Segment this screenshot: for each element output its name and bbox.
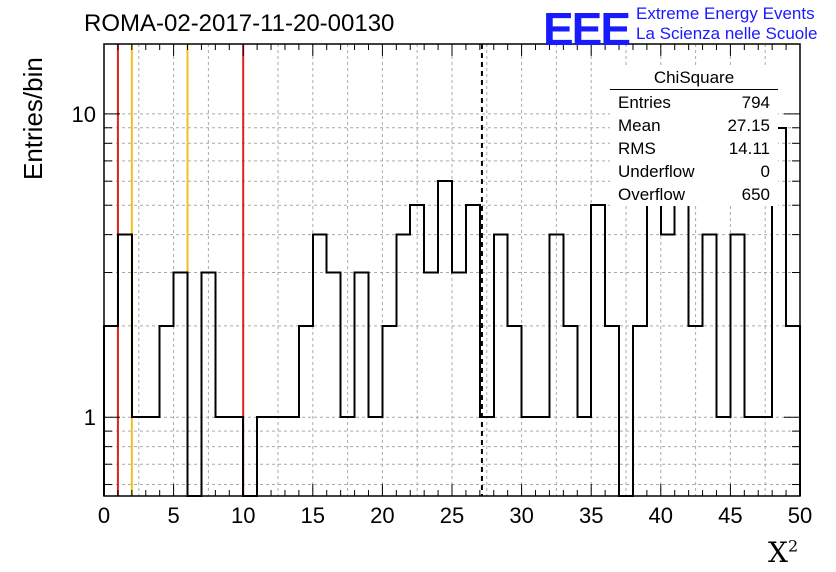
histogram-bin (577, 417, 591, 496)
histogram-bin (368, 417, 382, 496)
stats-row-mean: Mean 27.15 (610, 114, 778, 137)
histogram-bin (132, 417, 146, 496)
x-tick-label: 15 (301, 503, 325, 528)
histogram-bin (257, 417, 271, 496)
x-tick-label: 35 (579, 503, 603, 528)
histogram-bin (174, 273, 188, 496)
stats-value: 14.11 (728, 139, 770, 158)
x-tick-label: 20 (370, 503, 394, 528)
histogram-bin (703, 235, 717, 496)
stats-value: 650 (741, 185, 770, 204)
histogram-bin (605, 326, 619, 496)
histogram-bin (716, 417, 730, 496)
histogram-bin (215, 417, 229, 496)
x-tick-label: 40 (649, 503, 673, 528)
histogram-bin (591, 205, 605, 496)
x-axis-label: X2 (768, 536, 798, 569)
histogram-bin (104, 326, 118, 496)
x-axis-label-base: X (768, 536, 788, 569)
histogram-bin (508, 326, 522, 496)
stats-label: Overflow (618, 185, 686, 204)
histogram-bin (355, 273, 369, 496)
histogram-bin (438, 181, 452, 496)
histogram-bin (466, 205, 480, 496)
stats-row-entries: Entries 794 (610, 91, 778, 114)
histogram-bin (563, 326, 577, 496)
histogram-bin (452, 273, 466, 496)
stats-label: Mean (618, 116, 661, 135)
logo-line-2: La Scienza nelle Scuole (636, 24, 818, 43)
histogram-bin (229, 417, 243, 496)
x-tick-label: 50 (788, 503, 812, 528)
x-tick-label: 30 (509, 503, 533, 528)
histogram-bin (689, 326, 703, 496)
histogram-bin (494, 235, 508, 496)
stats-row-overflow: Overflow 650 (610, 183, 778, 206)
histogram-bin (786, 326, 800, 496)
histogram-bin (201, 273, 215, 496)
stats-label: Underflow (618, 162, 695, 181)
y-axis-label: Entries/bin (18, 57, 48, 180)
histogram-bin (730, 235, 744, 496)
x-tick-label: 45 (718, 503, 742, 528)
histogram-steps (103, 126, 801, 497)
histogram-bin (160, 326, 174, 496)
stats-box: ChiSquare Entries 794 Mean 27.15 RMS 14.11 … (610, 68, 778, 206)
stats-row-rms: RMS 14.11 (610, 137, 778, 160)
stats-title: ChiSquare (610, 68, 778, 90)
run-title: ROMA-02-2017-11-20-00130 (84, 10, 395, 37)
x-tick-label: 10 (231, 503, 255, 528)
stats-value: 27.15 (727, 116, 770, 135)
eee-logo: EEE (543, 3, 631, 55)
stats-row-underflow: Underflow 0 (610, 160, 778, 183)
histogram-bin (744, 417, 758, 496)
histogram-bin (647, 205, 661, 496)
histogram-bin (327, 273, 341, 496)
histogram-bin (633, 326, 647, 496)
histogram-bin (118, 235, 132, 496)
histogram-bin (285, 417, 299, 496)
histogram-bin (313, 235, 327, 496)
histogram-bin (522, 417, 536, 496)
stats-label: RMS (618, 139, 656, 158)
histogram-bin (549, 235, 563, 496)
stats-label: Entries (618, 93, 671, 112)
logo-line-1: Extreme Energy Events (636, 4, 815, 23)
histogram-bin (382, 326, 396, 496)
y-tick-label: 10 (72, 102, 96, 127)
histogram-bin (480, 417, 494, 496)
x-tick-label: 0 (98, 503, 110, 528)
y-tick-label: 1 (84, 405, 96, 430)
histogram-bin (396, 235, 410, 496)
histogram-bin (341, 417, 355, 496)
histogram-bin (271, 417, 285, 496)
histogram-bin (536, 417, 550, 496)
stats-value: 794 (741, 93, 770, 112)
x-tick-label: 5 (167, 503, 179, 528)
histogram-bin (675, 205, 689, 496)
histogram-bin (146, 417, 160, 496)
histogram-bin (410, 205, 424, 496)
x-axis-label-superscript: 2 (787, 536, 799, 556)
histogram-bin (758, 417, 772, 496)
histogram-bin (299, 326, 313, 496)
histogram-bin (661, 235, 675, 496)
stats-value: 0 (760, 162, 770, 181)
x-tick-label: 25 (440, 503, 464, 528)
y-axis-label-container: Entries/bin (4, 0, 48, 260)
histogram-bin (424, 273, 438, 496)
